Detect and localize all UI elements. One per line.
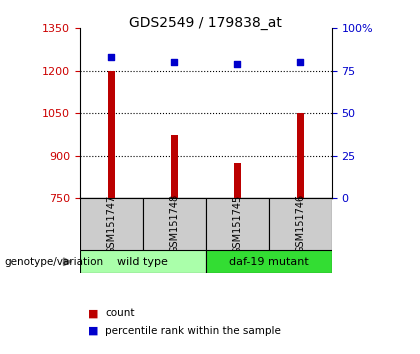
Bar (206, 198, 269, 250)
Bar (80, 250, 206, 273)
Text: daf-19 mutant: daf-19 mutant (229, 257, 309, 267)
Text: GSM151746: GSM151746 (295, 194, 305, 253)
Text: GSM151747: GSM151747 (106, 194, 116, 253)
Text: GDS2549 / 179838_at: GDS2549 / 179838_at (129, 16, 282, 30)
Text: wild type: wild type (117, 257, 168, 267)
Bar (80, 198, 143, 250)
Bar (143, 198, 206, 250)
Text: GSM151745: GSM151745 (232, 194, 242, 253)
Text: GSM151748: GSM151748 (169, 194, 179, 253)
Text: ■: ■ (88, 308, 99, 318)
Point (171, 59, 178, 65)
Bar (171, 135, 178, 198)
Point (234, 61, 241, 67)
Bar (108, 71, 115, 198)
Bar (297, 113, 304, 198)
Text: percentile rank within the sample: percentile rank within the sample (105, 326, 281, 336)
Point (108, 55, 115, 60)
Bar (269, 198, 332, 250)
Bar (206, 250, 332, 273)
Text: ■: ■ (88, 326, 99, 336)
Bar (234, 163, 241, 198)
Text: count: count (105, 308, 134, 318)
Point (297, 59, 304, 65)
Text: genotype/variation: genotype/variation (4, 257, 103, 267)
